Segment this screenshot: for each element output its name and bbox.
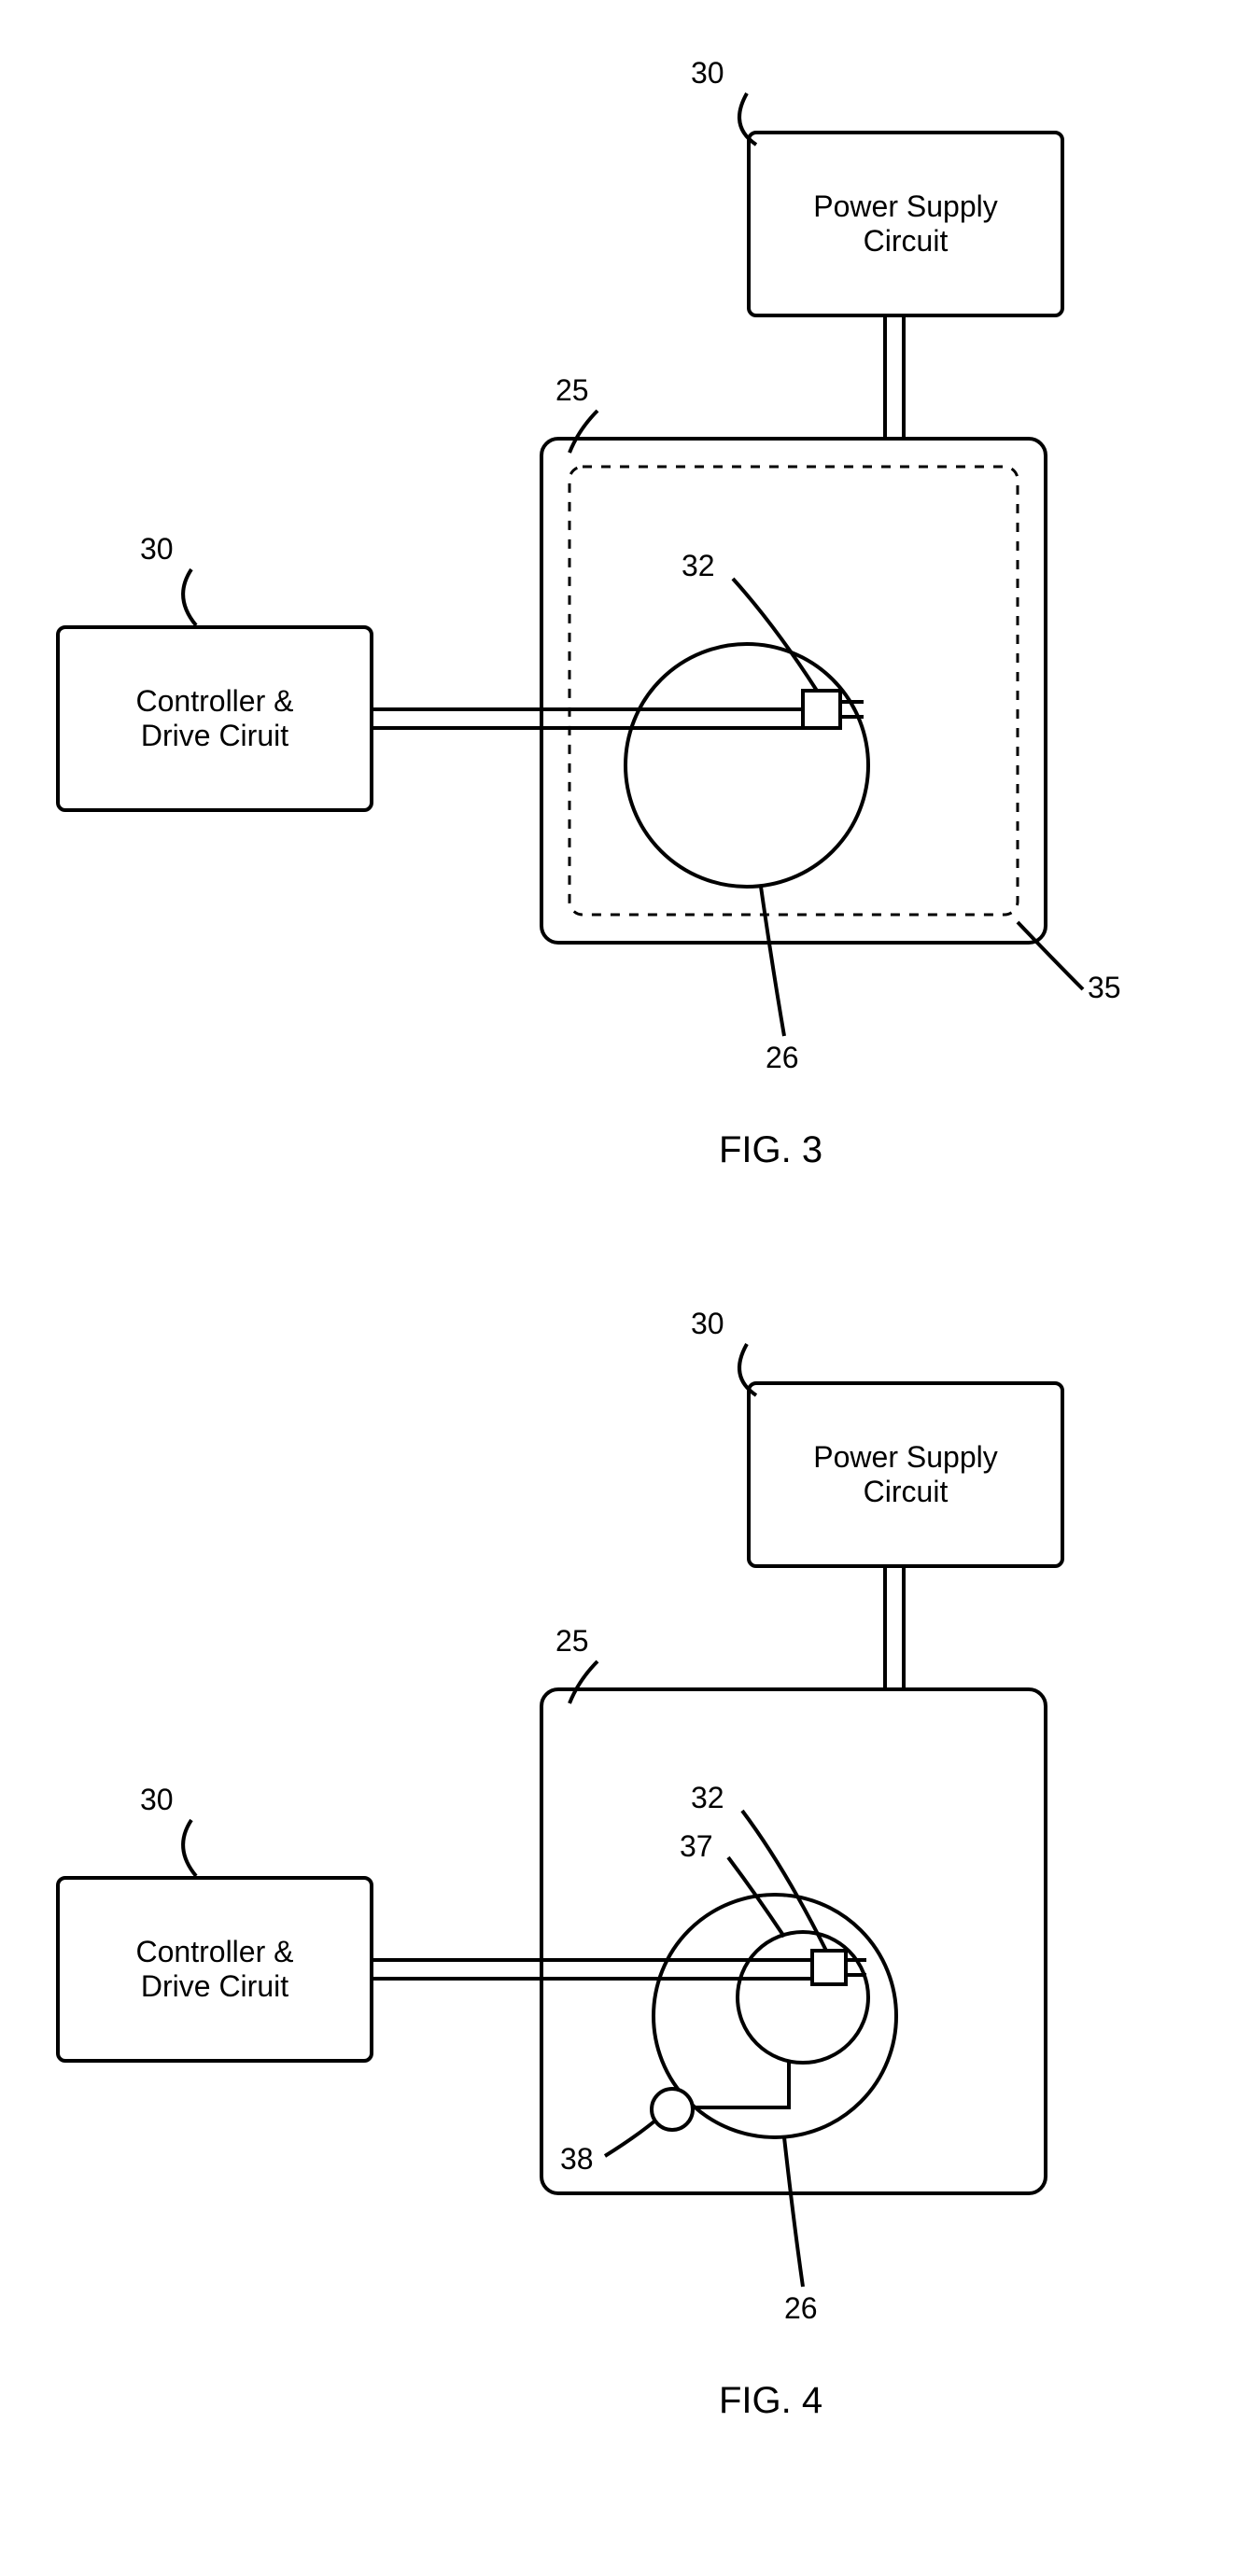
figure-3: Power Supply Circuit Controller & Drive … — [37, 37, 1214, 1232]
fig4-svg — [37, 1288, 1214, 2483]
ref-32: 32 — [682, 549, 715, 583]
ref-25: 25 — [555, 373, 589, 408]
ref-30-top: 30 — [691, 1307, 724, 1341]
ref-25: 25 — [555, 1624, 589, 1659]
fig3-svg — [37, 37, 1214, 1232]
ref-35: 35 — [1088, 971, 1121, 1005]
ref-32: 32 — [691, 1781, 724, 1815]
ref-30-top: 30 — [691, 56, 724, 91]
figure-4: Power Supply Circuit Controller & Drive … — [37, 1288, 1214, 2483]
ref-26: 26 — [784, 2291, 818, 2326]
fig3-caption: FIG. 3 — [719, 1129, 822, 1171]
ref-37: 37 — [680, 1829, 713, 1864]
ref-30-left: 30 — [140, 1783, 174, 1817]
fig4-caption: FIG. 4 — [719, 2380, 822, 2422]
ref-26: 26 — [766, 1041, 799, 1075]
ref-38: 38 — [560, 2142, 594, 2177]
ref-30-left: 30 — [140, 532, 174, 567]
